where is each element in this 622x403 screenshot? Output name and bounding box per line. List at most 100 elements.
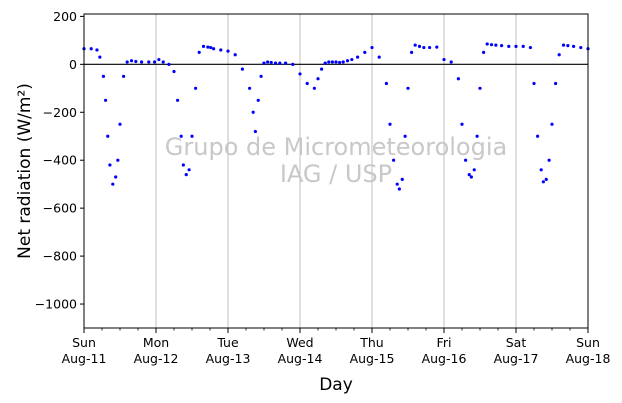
data-point: [521, 44, 525, 48]
data-point: [410, 50, 414, 54]
data-point: [384, 81, 388, 86]
x-tick-label-date: Aug-17: [494, 351, 539, 366]
data-point: [406, 86, 410, 90]
data-point: [554, 81, 558, 86]
data-point: [266, 60, 270, 64]
data-point: [341, 60, 345, 64]
data-point: [291, 62, 295, 66]
data-point: [395, 182, 399, 186]
x-tick-label-day: Fri: [437, 335, 452, 350]
data-point: [539, 168, 543, 172]
data-point: [500, 44, 504, 48]
data-point: [122, 74, 126, 78]
data-point: [494, 43, 498, 47]
data-point: [472, 168, 476, 172]
data-point: [400, 177, 404, 181]
x-tick-label-date: Aug-15: [350, 351, 395, 366]
data-point: [147, 60, 151, 64]
data-point: [422, 45, 426, 50]
x-tick-label-day: Sun: [72, 335, 96, 350]
data-point: [388, 122, 392, 126]
data-point: [482, 50, 486, 54]
data-point: [334, 60, 338, 64]
data-point: [330, 60, 334, 64]
x-tick-label-date: Aug-13: [206, 351, 251, 366]
x-tick-label-date: Aug-12: [134, 351, 179, 366]
data-point: [262, 61, 266, 65]
data-point: [528, 45, 533, 50]
x-tick-label-day: Sun: [576, 335, 600, 350]
data-point: [449, 60, 453, 64]
x-tick-label-date: Aug-18: [566, 351, 611, 366]
data-point: [248, 86, 252, 90]
data-point: [106, 134, 110, 138]
data-point: [350, 57, 354, 62]
data-point: [370, 45, 374, 50]
data-point: [541, 180, 545, 184]
data-point: [152, 60, 157, 64]
data-point: [134, 59, 138, 64]
x-tick-label-date: Aug-11: [62, 351, 107, 366]
data-point: [190, 134, 194, 138]
data-point: [89, 47, 93, 51]
watermark-line-2: IAG / USP: [280, 160, 392, 188]
data-point: [464, 158, 468, 162]
data-point: [561, 43, 566, 47]
data-point: [219, 48, 223, 52]
data-point: [140, 60, 144, 64]
data-point: [118, 122, 122, 126]
data-points: [82, 42, 590, 191]
y-tick-label: −200: [43, 105, 77, 120]
data-point: [108, 163, 112, 167]
data-point: [442, 57, 446, 62]
data-point: [104, 98, 108, 102]
data-point: [550, 122, 554, 126]
data-point: [392, 158, 396, 162]
data-point: [259, 74, 263, 78]
data-point: [478, 86, 482, 90]
data-point: [125, 60, 129, 64]
x-tick-label-date: Aug-14: [278, 351, 323, 366]
data-point: [544, 177, 548, 181]
x-axis-label: Day: [319, 375, 353, 395]
data-point: [323, 61, 327, 65]
data-point: [579, 45, 583, 50]
data-point: [327, 60, 331, 64]
data-point: [298, 72, 302, 76]
y-tick-label: −1000: [35, 297, 77, 312]
y-tick-label: −800: [43, 249, 77, 264]
data-point: [557, 53, 561, 57]
data-point: [172, 69, 176, 74]
data-point: [397, 187, 401, 191]
data-point: [194, 86, 198, 90]
data-point: [269, 60, 273, 65]
data-point: [233, 53, 237, 57]
x-tick-label-day: Tue: [216, 335, 239, 350]
data-point: [206, 45, 210, 49]
x-tick-label-day: Thu: [359, 335, 383, 350]
data-point: [284, 61, 288, 65]
data-point: [320, 67, 324, 71]
data-point: [345, 59, 350, 63]
data-point: [489, 43, 494, 47]
data-point: [197, 50, 201, 54]
y-axis: 200 0 −200 −400 −600 −800 −1000: [35, 9, 84, 312]
data-point: [305, 81, 309, 86]
data-point: [253, 129, 257, 134]
data-point: [116, 158, 120, 162]
y-axis-label: Net radiation (W/m²): [15, 83, 35, 259]
data-point: [184, 173, 188, 177]
y-tick-label: 0: [69, 57, 77, 72]
data-point: [413, 43, 417, 47]
data-point: [251, 110, 255, 114]
data-point: [507, 44, 511, 48]
x-tick-label-date: Aug-16: [422, 351, 467, 366]
data-point: [161, 60, 165, 64]
data-point: [377, 55, 381, 59]
data-point: [514, 44, 518, 48]
data-point: [111, 182, 115, 186]
data-point: [312, 86, 316, 90]
x-axis: SunAug-11MonAug-12TueAug-13WedAug-14ThuA…: [62, 328, 611, 366]
data-point: [114, 175, 118, 179]
